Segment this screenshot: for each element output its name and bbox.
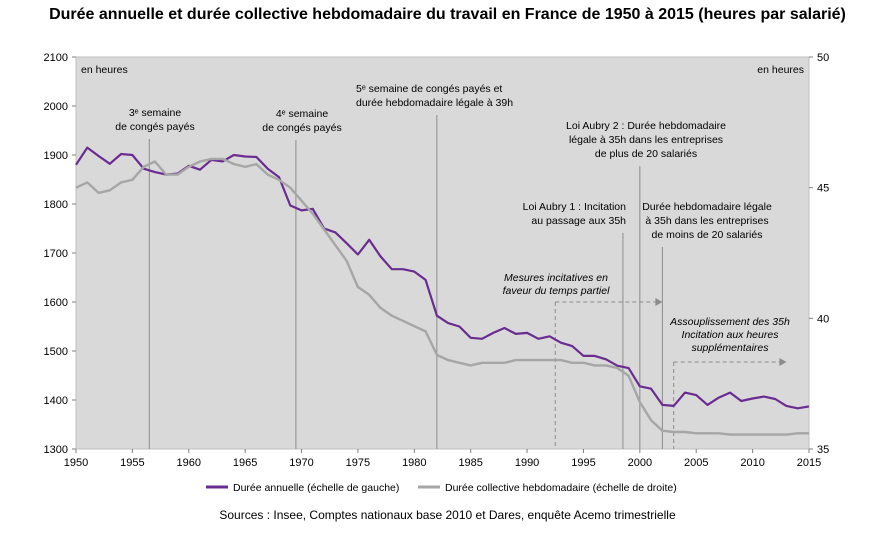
event-label: 3ᵉ semaine de congés payés: [115, 107, 194, 133]
event-label: Loi Aubry 1 : Incitation au passage aux 3…: [523, 201, 626, 227]
y-left-tick-label: 1800: [44, 199, 68, 211]
event-label: Loi Aubry 2 : Durée hebdomadaire légale à…: [566, 120, 726, 160]
y-left-tick-label: 1500: [44, 346, 68, 358]
event-label-line: Loi Aubry 1 : Incitation: [523, 201, 626, 213]
event-label-line: à 35h dans les entreprises: [645, 215, 768, 227]
x-tick-label: 1965: [233, 457, 257, 469]
x-tick-label: 2015: [797, 457, 821, 469]
x-tick-label: 2005: [684, 457, 708, 469]
x-tick-label: 1950: [64, 457, 88, 469]
event-label: 4ᵉ semaine de congés payés: [262, 108, 341, 134]
x-tick-label: 1985: [458, 457, 482, 469]
legend-entry: Durée annuelle (échelle de gauche): [233, 482, 399, 494]
x-tick-label: 2010: [740, 457, 764, 469]
event-label-line: de congés payés: [262, 122, 341, 134]
event-label-line: 3ᵉ semaine: [129, 107, 182, 119]
event-label-line: Durée hebdomadaire légale: [642, 201, 772, 213]
event-label-line: de plus de 20 salariés: [595, 148, 697, 160]
event-label: Durée hebdomadaire légale à 35h dans les …: [642, 201, 772, 241]
y-left-tick-label: 2100: [44, 52, 68, 64]
y-right-tick-label: 35: [817, 444, 829, 456]
series-line-annual: [75, 146, 810, 410]
x-tick-label: 1995: [571, 457, 595, 469]
period-label: Assouplissement des 35h Incitation aux he…: [669, 316, 790, 354]
y-left-tick-label: 2000: [44, 101, 68, 113]
x-tick-label: 1980: [402, 457, 426, 469]
event-label-line: 5ᵉ semaine de congés payés et: [356, 83, 502, 95]
period-label-line: Assouplissement des 35h: [669, 316, 790, 328]
x-tick-label: 1990: [515, 457, 539, 469]
x-tick-label: 1975: [346, 457, 370, 469]
event-label-line: Loi Aubry 2 : Durée hebdomadaire: [566, 120, 726, 132]
x-tick-label: 2000: [628, 457, 652, 469]
series-line-weekly: [75, 157, 809, 436]
event-label-line: au passage aux 35h: [531, 215, 626, 227]
y-left-unit-label: en heures: [81, 64, 128, 76]
x-tick-label: 1955: [120, 457, 144, 469]
y-right-tick-label: 45: [817, 183, 829, 195]
y-left-tick-label: 1400: [44, 395, 68, 407]
period-label-line: supplémentaires: [691, 342, 769, 354]
period-arrowhead: [779, 358, 787, 366]
period-label-line: Incitation aux heures: [682, 329, 780, 341]
y-left-tick-label: 1700: [44, 248, 68, 260]
y-left-tick-label: 1300: [44, 444, 68, 456]
y-left-tick-label: 1600: [44, 297, 68, 309]
period-label: Mesures incitatives en faveur du temps pa…: [503, 272, 610, 297]
x-tick-label: 1960: [177, 457, 201, 469]
event-label-line: durée hebdomadaire légale à 39h: [356, 97, 513, 109]
source-note: Sources : Insee, Comptes nationaux base …: [219, 508, 676, 522]
y-right-unit-label: en heures: [757, 64, 804, 76]
chart-title: Durée annuelle et durée collective hebdo…: [49, 6, 846, 23]
plot-area: [75, 56, 810, 450]
period-arrowhead: [655, 298, 663, 306]
y-right-tick-label: 50: [817, 52, 829, 64]
period-label-line: Mesures incitatives en: [504, 272, 608, 284]
event-label-line: légale à 35h dans les entreprises: [569, 134, 723, 146]
legend-entry: Durée collective hebdomadaire (échelle d…: [445, 482, 677, 494]
event-label-line: 4ᵉ semaine: [276, 108, 329, 120]
y-right-tick-label: 40: [817, 313, 829, 325]
event-label-line: de congés payés: [115, 121, 194, 133]
event-label-line: de moins de 20 salariés: [652, 229, 763, 241]
period-label-line: faveur du temps partiel: [503, 285, 610, 297]
x-tick-label: 1970: [289, 457, 313, 469]
y-left-tick-label: 1900: [44, 150, 68, 162]
event-label: 5ᵉ semaine de congés payés et durée hebdo…: [356, 83, 513, 109]
